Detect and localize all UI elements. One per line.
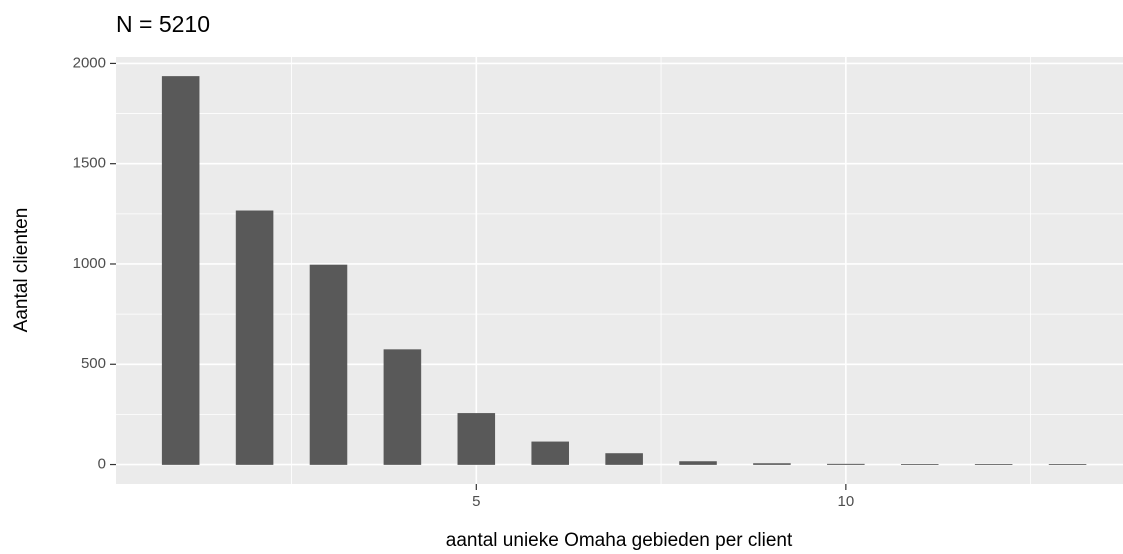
bar (235, 210, 274, 465)
y-tick-label: 0 (98, 456, 106, 473)
bar (383, 349, 422, 465)
bar (457, 413, 496, 465)
bar (753, 463, 791, 465)
bar (161, 76, 200, 465)
y-tick-label: 2000 (73, 54, 106, 71)
y-tick-label: 500 (81, 355, 106, 372)
y-tick-label: 1000 (73, 255, 106, 272)
x-tick-label: 10 (838, 493, 855, 510)
y-tick-label: 1500 (73, 155, 106, 172)
chart-title: N = 5210 (116, 11, 210, 37)
bar (605, 453, 643, 465)
bar (309, 264, 348, 465)
x-tick-label: 5 (472, 493, 480, 510)
bar (531, 441, 569, 465)
bar (679, 461, 717, 465)
x-axis-title: aantal unieke Omaha gebieden per client (446, 530, 793, 551)
panel (116, 57, 1123, 484)
y-axis-title: Aantal clienten (11, 208, 32, 333)
